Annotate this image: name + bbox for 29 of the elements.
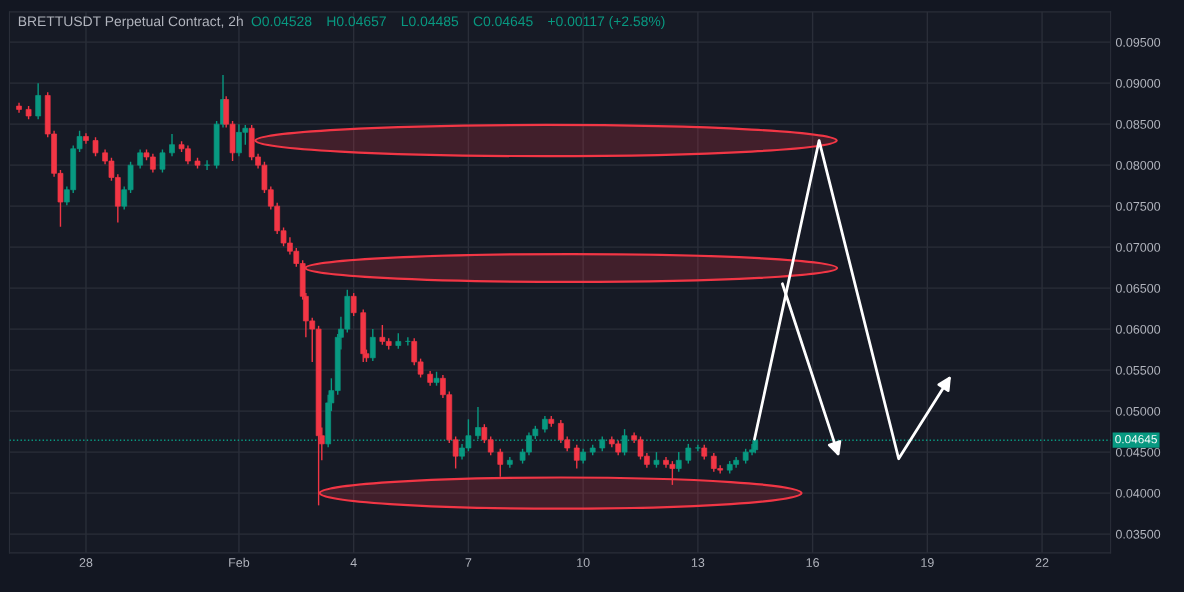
annotation: L0.04485 [401,16,459,27]
chart-title: BRETTUSDT Perpetual Contract, 2h [18,16,243,29]
annotation: C0.04645 [473,16,533,27]
annotation: +0.00117 (+2.58%) [548,16,665,29]
x-tick-label: 7 [465,558,472,567]
x-tick-label: 22 [1035,558,1049,567]
x-tick-label: 19 [921,558,934,567]
y-tick-label: 0.06500 [1115,283,1161,293]
x-tick-label: 16 [806,558,820,567]
annotation: H0.04657 [327,16,386,27]
y-tick-label: 0.07500 [1115,201,1161,211]
y-tick-label: 0.09500 [1115,37,1161,47]
ref-line-label: 0.04645 [1115,435,1157,444]
x-tick-label: Feb [229,557,250,567]
y-tick-label: 0.04000 [1115,488,1161,498]
x-tick-label: 10 [577,558,590,567]
x-tick-label: 28 [79,558,93,567]
y-tick-label: 0.05000 [1115,406,1161,416]
annotation: O0.04528 [251,16,312,27]
y-tick-label: 0.07000 [1115,242,1161,252]
y-tick-label: 0.03500 [1115,529,1161,539]
y-tick-label: 0.08000 [1115,160,1161,170]
y-tick-label: 0.04500 [1115,447,1161,457]
x-tick-label: 13 [691,558,705,567]
y-tick-label: 0.06000 [1115,324,1161,334]
y-tick-label: 0.08500 [1115,119,1161,129]
y-tick-label: 0.09000 [1115,78,1161,88]
y-tick-label: 0.05500 [1115,365,1161,375]
x-tick-label: 4 [350,558,357,567]
